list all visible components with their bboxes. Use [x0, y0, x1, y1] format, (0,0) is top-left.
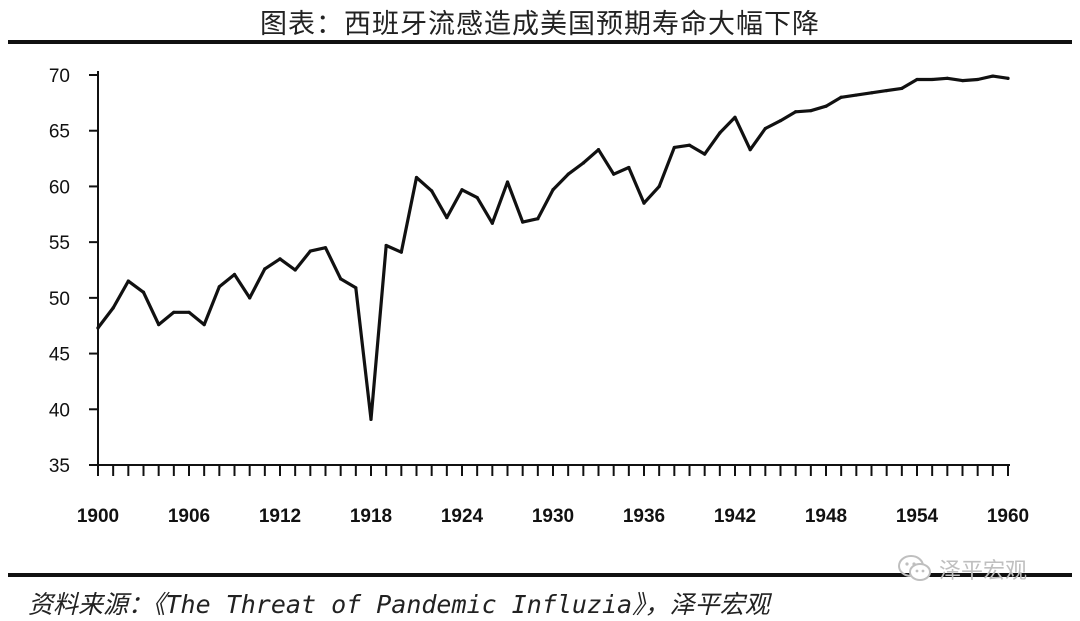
data-point — [672, 145, 676, 150]
data-point — [126, 279, 130, 283]
data-point — [991, 74, 995, 78]
data-point — [172, 310, 176, 314]
x-tick-label: 1948 — [805, 506, 847, 527]
data-point — [217, 285, 221, 289]
data-point — [687, 143, 692, 147]
data-point — [141, 290, 146, 294]
data-point — [839, 95, 843, 99]
data-point — [157, 323, 161, 327]
data-point — [308, 249, 312, 253]
data-point — [248, 296, 252, 300]
y-tick-label: 55 — [49, 233, 70, 254]
data-point — [627, 165, 631, 170]
chart-title: 图表：西班牙流感造成美国预期寿命大幅下降 — [260, 9, 820, 40]
x-ticks — [97, 465, 1009, 476]
data-point — [657, 184, 661, 189]
x-tick-label: 1924 — [441, 506, 484, 527]
data-point — [885, 89, 889, 93]
data-point — [1006, 76, 1010, 80]
y-tick-label: 45 — [49, 345, 70, 366]
data-point — [763, 126, 767, 131]
x-tick-label: 1900 — [77, 506, 119, 527]
data-point — [900, 86, 904, 90]
y-tick-label: 65 — [49, 122, 70, 143]
data-point — [475, 195, 479, 200]
bottom-rule — [8, 573, 1072, 577]
data-point — [369, 417, 373, 421]
data-point — [278, 257, 282, 261]
data-point — [642, 201, 646, 205]
data-point — [703, 152, 707, 156]
data-point — [323, 246, 328, 250]
y-tick-label: 35 — [49, 456, 70, 477]
data-point — [430, 189, 434, 193]
data-points — [96, 74, 1010, 421]
data-point — [384, 243, 388, 248]
data-point — [232, 272, 237, 277]
y-ticks — [89, 74, 98, 466]
y-tick-label: 60 — [49, 177, 70, 198]
x-tick-label: 1954 — [896, 506, 939, 527]
data-point — [111, 306, 115, 310]
data-point — [414, 175, 419, 180]
data-point — [945, 76, 949, 80]
data-point — [748, 148, 752, 152]
data-point — [551, 188, 555, 192]
data-point — [566, 172, 570, 176]
data-point — [263, 267, 267, 271]
data-point — [930, 77, 934, 82]
data-point — [445, 216, 449, 220]
data-point — [339, 277, 343, 281]
data-point — [718, 131, 722, 135]
x-tick-label: 1960 — [987, 506, 1029, 527]
data-point — [778, 119, 783, 123]
line-chart: 35 40 45 50 55 60 65 70 1900 1906 1912 1918 1924 193… — [49, 66, 1029, 527]
data-point — [399, 250, 403, 254]
data-point — [96, 326, 100, 330]
x-tick-label: 1918 — [350, 506, 392, 527]
data-point — [596, 148, 601, 152]
data-point — [915, 77, 919, 82]
top-rule — [8, 40, 1072, 44]
x-tick-labels: 1900 1906 1912 1918 1924 1930 1936 1942 1948 1954… — [77, 506, 1029, 527]
data-point — [733, 115, 737, 119]
source-note: 资料来源：《The Threat of Pandemic Influzia》，泽… — [28, 590, 770, 619]
y-tick-label: 50 — [49, 289, 70, 310]
x-tick-label: 1942 — [714, 506, 756, 527]
data-point — [293, 268, 297, 272]
x-tick-label: 1906 — [168, 506, 210, 527]
data-point — [505, 180, 510, 184]
data-point — [581, 161, 585, 165]
x-tick-label: 1936 — [623, 506, 665, 527]
data-point — [976, 77, 980, 82]
data-point — [490, 221, 494, 225]
data-point — [612, 172, 616, 176]
data-point — [960, 78, 965, 83]
data-point — [809, 109, 813, 113]
x-tick-label: 1930 — [532, 506, 574, 527]
x-tick-label: 1912 — [259, 506, 301, 527]
data-point — [824, 104, 828, 108]
data-point — [202, 323, 206, 327]
data-point — [521, 220, 525, 224]
data-point — [460, 188, 464, 192]
data-point — [794, 110, 798, 114]
data-point — [854, 93, 858, 97]
life-expectancy-line — [96, 74, 1010, 421]
watermark-text: 泽平宏观 — [939, 559, 1028, 584]
watermark: 泽平宏观 — [897, 553, 1027, 585]
y-tick-labels: 35 40 45 50 55 60 65 70 — [49, 66, 70, 477]
data-point — [187, 310, 191, 314]
data-point — [536, 217, 540, 221]
y-tick-label: 40 — [49, 400, 70, 421]
data-point — [354, 286, 358, 290]
wechat-icon — [897, 554, 933, 584]
data-point — [869, 91, 874, 95]
y-tick-label: 70 — [49, 66, 70, 87]
